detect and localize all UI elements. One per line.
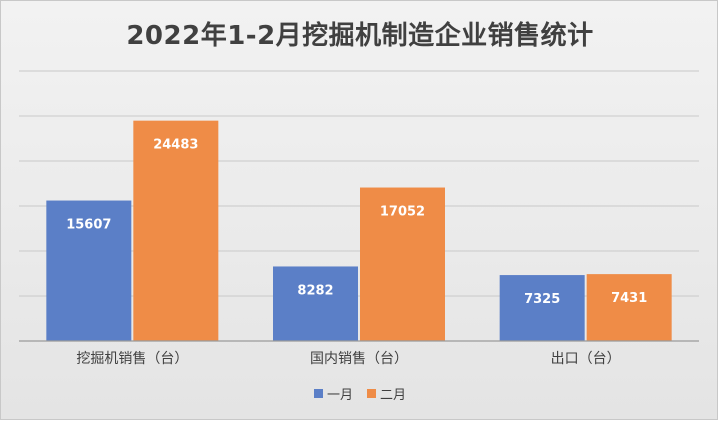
legend-swatch-series-0	[313, 389, 323, 398]
data-label: 24483	[153, 138, 198, 153]
x-tick-label: 挖掘机销售（台）	[76, 351, 188, 367]
bar-2-1	[586, 274, 672, 341]
legend: 一月 二月	[1, 384, 719, 403]
bar-1-1	[360, 187, 445, 341]
legend-label-series-1: 二月	[380, 388, 407, 403]
data-label: 8282	[297, 283, 333, 298]
data-label: 7431	[611, 291, 647, 306]
data-label: 7325	[524, 292, 560, 307]
data-label: 17052	[380, 205, 425, 220]
data-label: 15607	[66, 218, 111, 233]
bar-0-0	[46, 200, 132, 341]
legend-swatch-series-1	[367, 389, 376, 398]
legend-label-series-0: 一月	[326, 388, 353, 403]
bar-0-1	[133, 120, 219, 341]
x-tick-label: 出口（台）	[551, 351, 621, 367]
bar-1-0	[273, 266, 358, 341]
bar-2-0	[499, 275, 585, 341]
chart-title: 2022年1-2月挖掘机制造企业销售统计	[126, 21, 594, 51]
x-tick-label: 国内销售（台）	[310, 351, 408, 367]
legend-item-series-1: 二月	[367, 384, 406, 403]
legend-item-series-0: 一月	[313, 384, 353, 403]
